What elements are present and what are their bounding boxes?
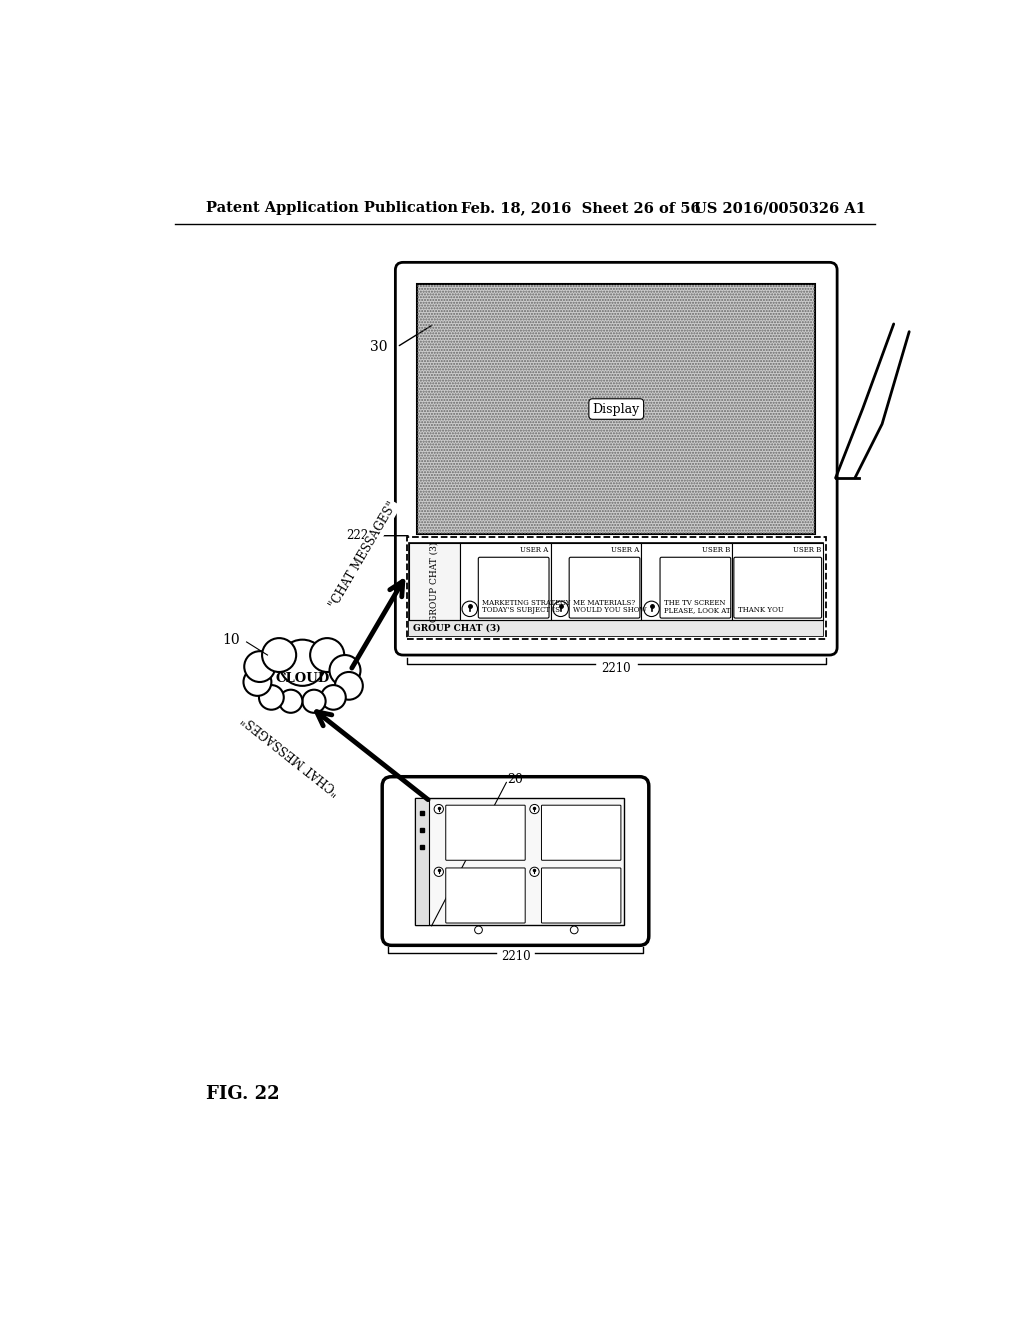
Text: US 2016/0050326 A1: US 2016/0050326 A1 [693, 202, 865, 215]
Circle shape [644, 601, 659, 616]
Circle shape [462, 601, 477, 616]
FancyBboxPatch shape [542, 805, 621, 861]
Text: THE TV SCREEN: THE TV SCREEN [664, 599, 725, 607]
FancyBboxPatch shape [395, 263, 838, 655]
FancyBboxPatch shape [415, 797, 624, 924]
Text: Display: Display [593, 403, 640, 416]
Text: 20: 20 [508, 774, 523, 787]
Text: 30: 30 [370, 341, 388, 354]
Circle shape [244, 668, 271, 696]
Circle shape [259, 685, 284, 710]
FancyBboxPatch shape [660, 557, 731, 618]
FancyBboxPatch shape [410, 544, 823, 636]
FancyBboxPatch shape [415, 797, 429, 924]
FancyBboxPatch shape [542, 869, 621, 923]
Text: GROUP CHAT (3): GROUP CHAT (3) [414, 623, 501, 632]
Text: TODAY'S SUBJECT IS: TODAY'S SUBJECT IS [482, 606, 560, 614]
Circle shape [529, 804, 540, 813]
FancyBboxPatch shape [410, 620, 823, 636]
Text: "CHAT MESSAGES": "CHAT MESSAGES" [241, 711, 343, 797]
FancyBboxPatch shape [445, 869, 525, 923]
Circle shape [529, 867, 540, 876]
FancyBboxPatch shape [417, 284, 815, 535]
Circle shape [553, 601, 568, 616]
Text: 2210: 2210 [501, 950, 530, 964]
Text: CLOUD: CLOUD [275, 672, 330, 685]
FancyBboxPatch shape [551, 544, 641, 620]
Circle shape [474, 927, 482, 933]
Text: USER B: USER B [701, 545, 730, 553]
Circle shape [335, 672, 362, 700]
Circle shape [310, 638, 344, 672]
Text: 2220: 2220 [346, 529, 376, 543]
Circle shape [570, 927, 579, 933]
FancyBboxPatch shape [641, 544, 732, 620]
FancyBboxPatch shape [445, 805, 525, 861]
Circle shape [330, 655, 360, 686]
Text: THANK YOU: THANK YOU [737, 606, 783, 614]
Circle shape [434, 867, 443, 876]
Text: FIG. 22: FIG. 22 [206, 1085, 280, 1104]
FancyBboxPatch shape [569, 557, 640, 618]
FancyBboxPatch shape [460, 544, 551, 620]
FancyBboxPatch shape [734, 557, 821, 618]
Circle shape [302, 689, 326, 713]
Circle shape [321, 685, 346, 710]
Text: "CHAT MESSAGES": "CHAT MESSAGES" [327, 500, 399, 611]
Text: USER B: USER B [793, 545, 821, 553]
Text: MARKETING STRATEGY: MARKETING STRATEGY [482, 599, 570, 607]
Text: WOULD YOU SHOW: WOULD YOU SHOW [573, 606, 647, 614]
Text: USER A: USER A [611, 545, 639, 553]
Circle shape [245, 651, 275, 682]
Circle shape [280, 640, 326, 686]
Circle shape [280, 689, 302, 713]
Text: USER A: USER A [520, 545, 548, 553]
Text: Feb. 18, 2016  Sheet 26 of 56: Feb. 18, 2016 Sheet 26 of 56 [461, 202, 700, 215]
FancyBboxPatch shape [732, 544, 823, 620]
Text: GROUP CHAT (3): GROUP CHAT (3) [430, 541, 439, 622]
FancyBboxPatch shape [382, 776, 649, 945]
Circle shape [262, 638, 296, 672]
Text: PLEASE, LOOK AT: PLEASE, LOOK AT [664, 606, 730, 614]
FancyBboxPatch shape [478, 557, 549, 618]
Circle shape [434, 804, 443, 813]
FancyBboxPatch shape [410, 544, 460, 620]
Text: 10: 10 [223, 632, 241, 647]
Text: Patent Application Publication: Patent Application Publication [206, 202, 458, 215]
Text: ME MATERIALS?: ME MATERIALS? [573, 599, 635, 607]
Text: 2210: 2210 [601, 661, 631, 675]
